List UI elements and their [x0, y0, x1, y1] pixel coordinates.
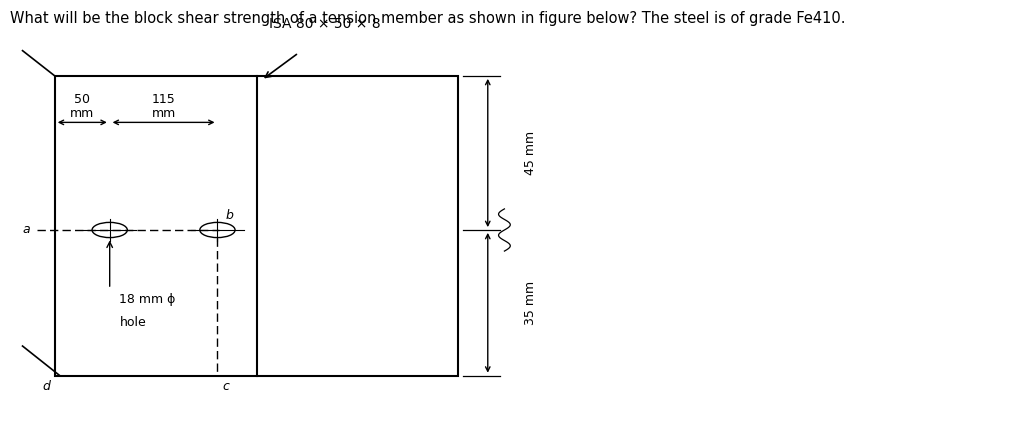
Text: 35 mm: 35 mm [524, 281, 537, 325]
Text: ISA 80 × 50 × 8: ISA 80 × 50 × 8 [269, 17, 381, 31]
Text: b: b [225, 208, 233, 222]
Text: d: d [42, 380, 50, 393]
Text: What will be the block shear strength of a tension member as shown in figure bel: What will be the block shear strength of… [10, 11, 845, 26]
Text: hole: hole [119, 316, 146, 330]
Text: 45 mm: 45 mm [524, 131, 537, 175]
Text: 50: 50 [74, 93, 90, 106]
Text: mm: mm [70, 107, 94, 120]
Text: a: a [23, 224, 31, 236]
Text: mm: mm [151, 107, 176, 120]
Text: 18 mm ϕ: 18 mm ϕ [119, 293, 176, 306]
Text: 115: 115 [152, 93, 176, 106]
Text: c: c [222, 380, 229, 393]
